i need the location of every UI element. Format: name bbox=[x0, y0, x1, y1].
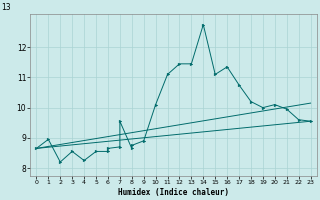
Text: 13: 13 bbox=[1, 3, 11, 12]
X-axis label: Humidex (Indice chaleur): Humidex (Indice chaleur) bbox=[118, 188, 229, 197]
